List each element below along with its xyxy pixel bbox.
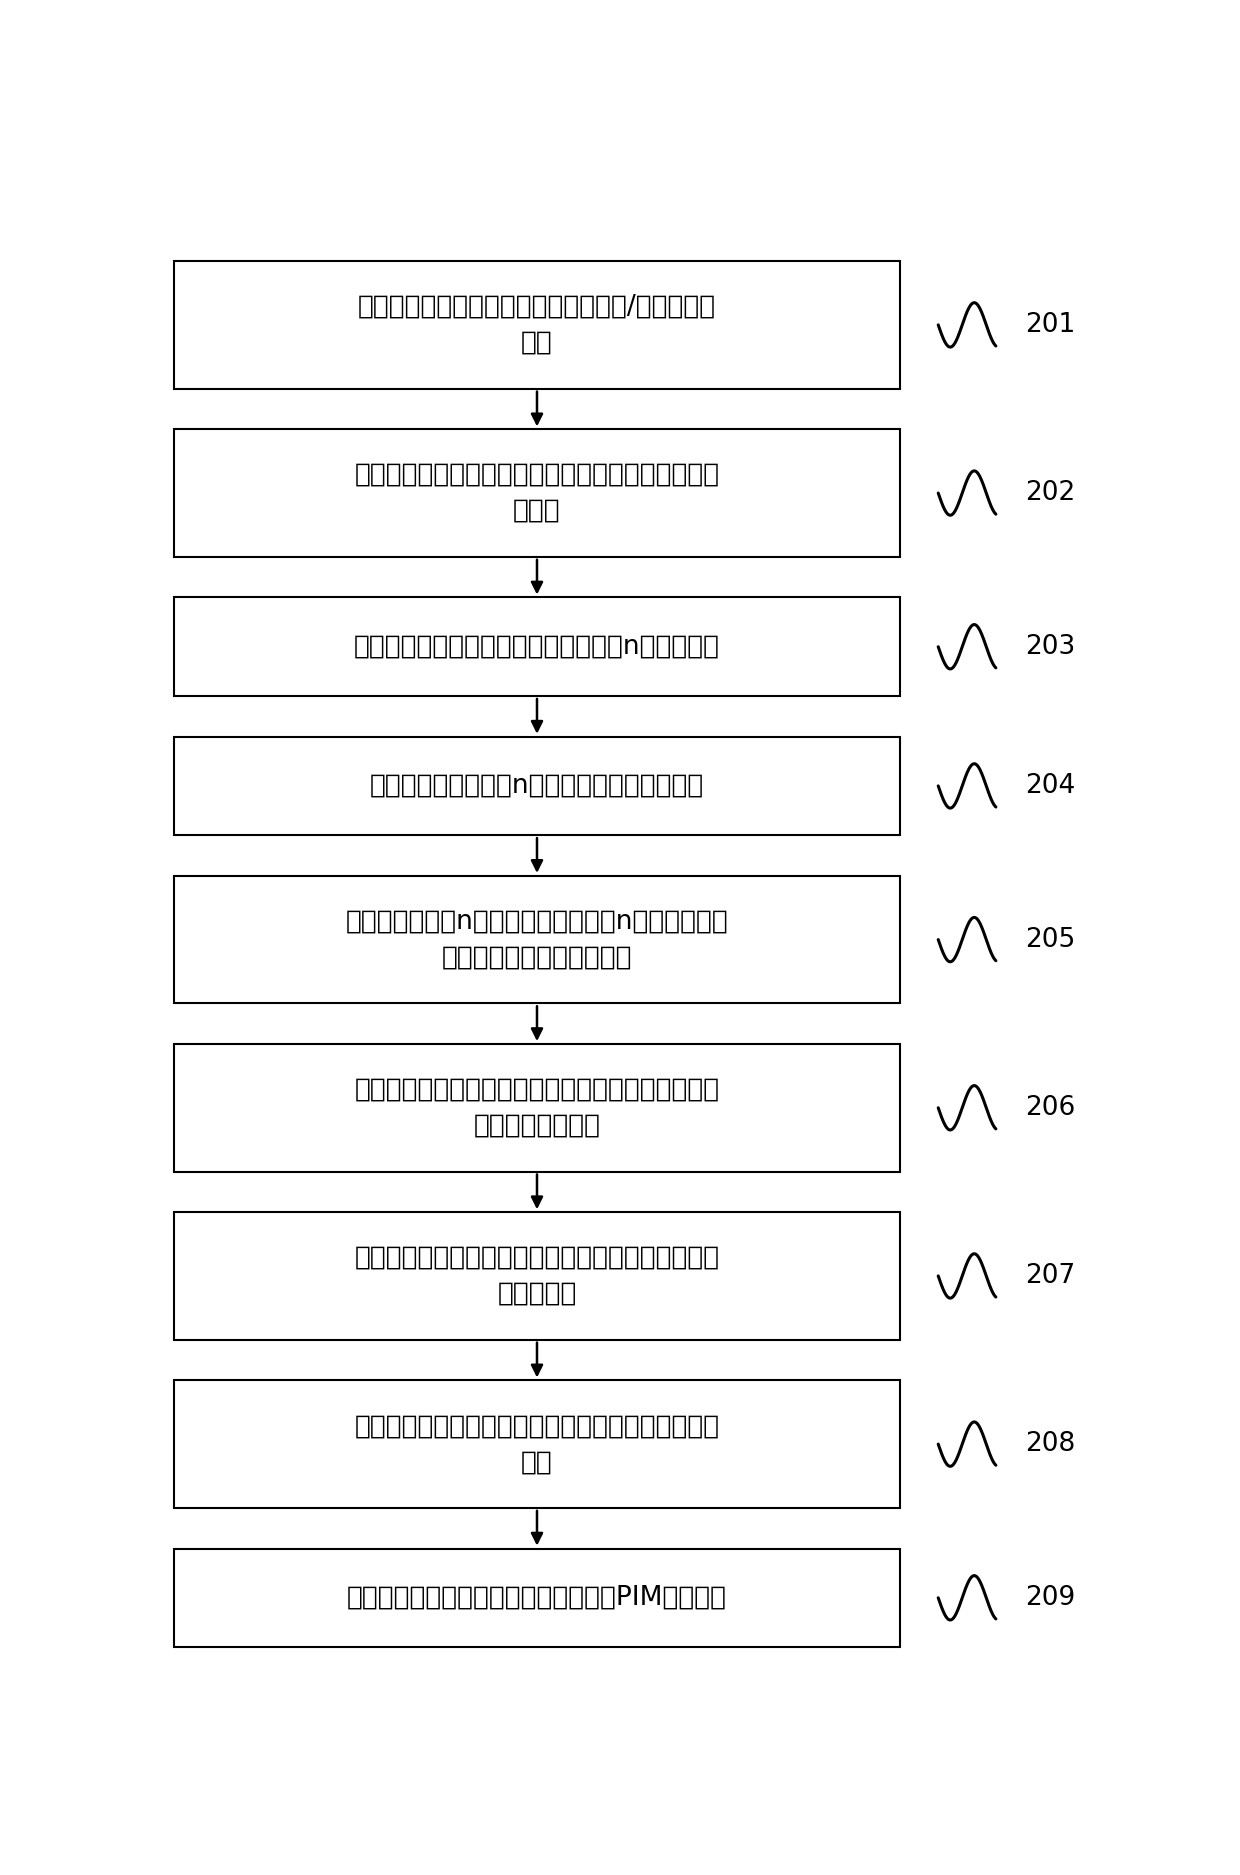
Text: 209: 209 [1024, 1584, 1075, 1611]
Text: 根据故障点对应频率，获取天馈系统的PIM检测结果: 根据故障点对应频率，获取天馈系统的PIM检测结果 [347, 1584, 727, 1611]
Text: 202: 202 [1024, 480, 1075, 506]
Text: 对各测试信号对应的n次谐波信号进行放大处理: 对各测试信号对应的n次谐波信号进行放大处理 [370, 772, 704, 799]
Text: 向天馈系统至少发送两次测试信号，各测试信号的频
率不同: 向天馈系统至少发送两次测试信号，各测试信号的频 率不同 [355, 461, 719, 523]
Bar [174, 261, 900, 388]
Bar [174, 429, 900, 557]
Text: 确定频域信号中不为零的频域值所对应的故障点对应
频率: 确定频域信号中不为零的频域值所对应的故障点对应 频率 [355, 1414, 719, 1476]
Bar [174, 598, 900, 696]
Text: 对各混频信号对应的幅度值进行离散傅立叶变换，获
得频域信号: 对各混频信号对应的幅度值进行离散傅立叶变换，获 得频域信号 [355, 1245, 719, 1307]
Bar [174, 1211, 900, 1341]
Text: 208: 208 [1024, 1431, 1075, 1457]
Bar [174, 1044, 900, 1172]
Text: 201: 201 [1024, 311, 1075, 338]
Bar [174, 1380, 900, 1508]
Text: 接收天馈系统反馈的各测试信号对应的n次谐波信号: 接收天馈系统反馈的各测试信号对应的n次谐波信号 [353, 634, 720, 660]
Text: 204: 204 [1024, 772, 1075, 799]
Text: 对各测试信号的混频信号进行幅度检测，获得各混频
信号对应的幅度值: 对各测试信号的混频信号进行幅度检测，获得各混频 信号对应的幅度值 [355, 1076, 719, 1138]
Bar [174, 737, 900, 834]
Text: 205: 205 [1024, 926, 1075, 952]
Text: 206: 206 [1024, 1095, 1075, 1121]
Text: 207: 207 [1024, 1264, 1075, 1288]
Text: 203: 203 [1024, 634, 1075, 660]
Bar [174, 876, 900, 1003]
Text: 对各测试信号的n次倍频信号与对应的n次谐波信号进
行混频处理，获得混频信号: 对各测试信号的n次倍频信号与对应的n次谐波信号进 行混频处理，获得混频信号 [346, 909, 728, 971]
Text: 对输入的测试信号进行功率放大处理和/或带通滤波
处理: 对输入的测试信号进行功率放大处理和/或带通滤波 处理 [358, 294, 715, 356]
Bar [174, 1549, 900, 1646]
